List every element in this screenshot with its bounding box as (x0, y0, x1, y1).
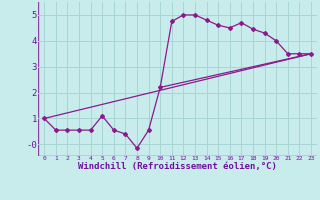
X-axis label: Windchill (Refroidissement éolien,°C): Windchill (Refroidissement éolien,°C) (78, 162, 277, 171)
